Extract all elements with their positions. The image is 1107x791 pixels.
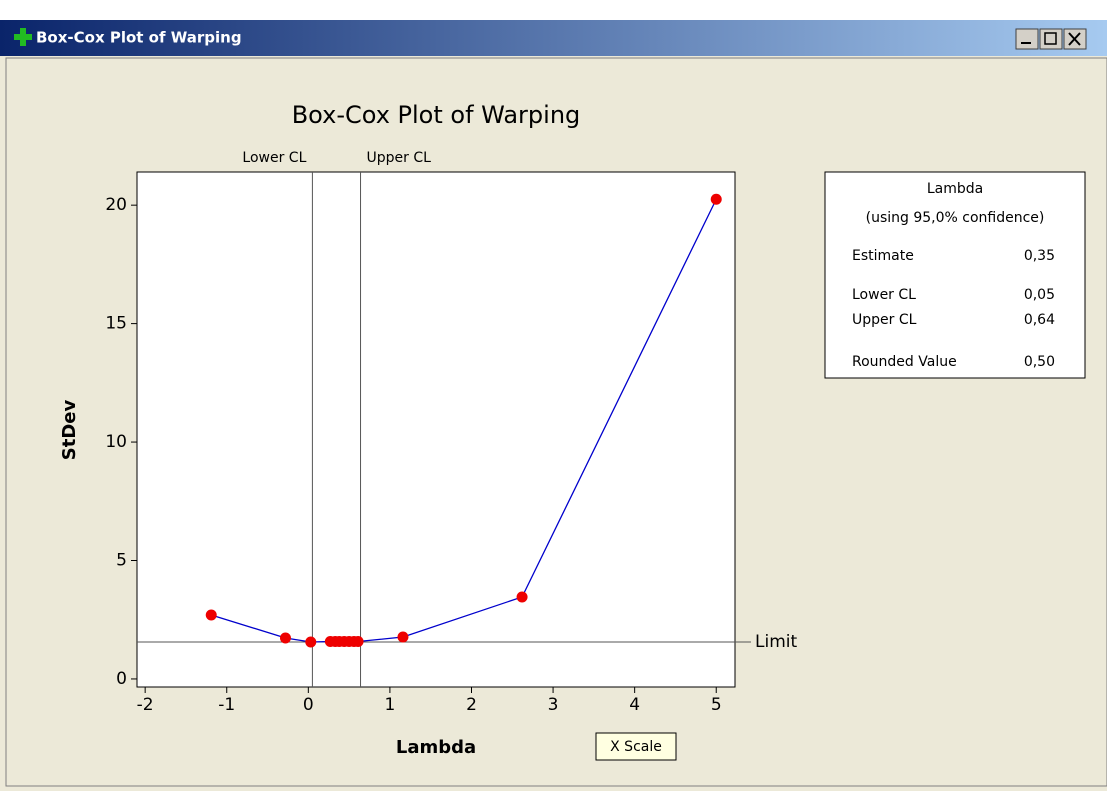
chart-title: Box-Cox Plot of Warping	[292, 101, 581, 129]
y-tick-label: 10	[105, 432, 127, 452]
tooltip	[595, 732, 677, 761]
info-label: Upper CL	[852, 312, 917, 328]
x-tick-label: 4	[629, 695, 640, 715]
data-point	[279, 632, 291, 644]
maximize-button[interactable]	[1039, 28, 1063, 50]
info-title: Lambda	[927, 181, 983, 197]
x-tick-label: 0	[303, 695, 314, 715]
y-tick-label: 5	[116, 551, 127, 571]
tooltip-text: X Scale	[610, 739, 662, 755]
reference-label: Upper CL	[367, 150, 432, 166]
x-tick-label: -1	[218, 695, 235, 715]
info-label: Lower CL	[852, 287, 916, 303]
data-point	[205, 609, 217, 621]
info-value: 0,05	[1024, 287, 1055, 303]
info-value: 0,35	[1024, 248, 1055, 264]
info-box	[824, 171, 1086, 379]
window-buttons[interactable]	[1015, 28, 1087, 50]
y-tick-label: 0	[116, 669, 127, 689]
info-subtitle: (using 95,0% confidence)	[866, 210, 1045, 226]
data-point	[710, 193, 722, 205]
window-title: Box-Cox Plot of Warping	[36, 29, 242, 47]
data-point	[516, 591, 528, 603]
info-value: 0,64	[1024, 312, 1055, 328]
y-tick-label: 20	[105, 195, 127, 215]
x-tick-label: 5	[711, 695, 722, 715]
info-value: 0,50	[1024, 354, 1055, 370]
title-bar	[0, 20, 1107, 56]
x-tick-label: 1	[384, 695, 395, 715]
data-point	[397, 631, 409, 643]
reference-label: Lower CL	[242, 150, 306, 166]
plot-area	[136, 171, 736, 688]
y-axis-label: StDev	[59, 400, 80, 461]
info-label: Rounded Value	[852, 354, 957, 370]
data-point	[352, 636, 364, 648]
y-tick-label: 15	[105, 314, 127, 334]
data-point	[305, 636, 317, 648]
x-tick-label: 2	[466, 695, 477, 715]
minimize-button[interactable]	[1015, 28, 1039, 50]
limit-label: Limit	[755, 632, 797, 652]
x-tick-label: -2	[137, 695, 154, 715]
info-label: Estimate	[852, 248, 914, 264]
x-tick-label: 3	[548, 695, 559, 715]
x-axis-label: Lambda	[396, 737, 476, 758]
app-icon	[14, 28, 32, 46]
